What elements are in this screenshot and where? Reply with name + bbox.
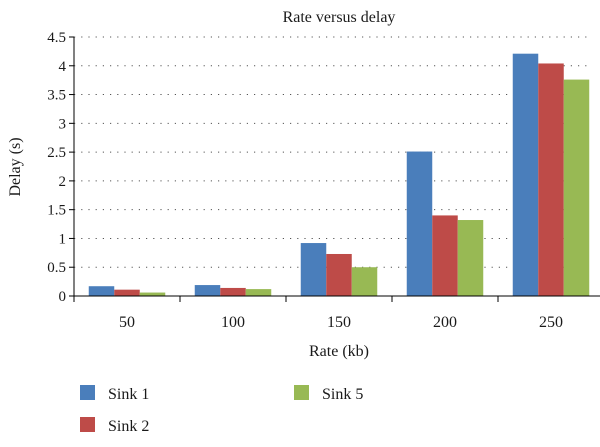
legend-swatch: [80, 385, 95, 400]
bar: [194, 285, 221, 296]
y-tick-labels: 0 0.5 1 1.5 2 2.5 3 3.5 4 4.5: [47, 30, 66, 305]
x-tick-label: 100: [221, 314, 245, 331]
bar: [139, 292, 166, 296]
x-tick-label: 50: [119, 314, 135, 331]
legend-item: Sink 5: [294, 385, 363, 403]
bar: [220, 287, 246, 296]
x-tick-label: 150: [327, 314, 351, 331]
x-axis-title: Rate (kb): [309, 343, 369, 360]
y-tick-label: 0.5: [47, 260, 66, 276]
y-tick-label: 3.5: [47, 88, 66, 104]
bar: [538, 63, 564, 296]
x-tick-labels: 50 100 150 200 250: [119, 314, 563, 331]
bar: [326, 253, 352, 296]
bar: [114, 289, 140, 296]
legend-label: Sink 2: [108, 418, 149, 435]
y-tick-label: 1: [59, 231, 67, 247]
bar: [245, 289, 272, 296]
axes: [69, 36, 600, 302]
legend: Sink 1 Sink 2 Sink 5: [80, 385, 363, 435]
bar: [88, 286, 115, 296]
chart-title: Rate versus delay: [283, 9, 396, 26]
y-tick-label: 4: [59, 59, 67, 75]
legend-swatch: [294, 385, 309, 400]
legend-label: Sink 5: [322, 386, 363, 403]
bar: [512, 53, 539, 296]
bar: [457, 220, 484, 296]
y-tick-label: 0: [59, 289, 67, 305]
bar: [406, 151, 433, 296]
y-axis-title: Delay (s): [7, 137, 24, 196]
y-tick-label: 3: [59, 116, 67, 132]
y-tick-label: 4.5: [47, 30, 66, 46]
legend-item: Sink 2: [80, 417, 149, 435]
y-tick-label: 1.5: [47, 203, 66, 219]
bar: [300, 243, 327, 296]
legend-item: Sink 1: [80, 385, 149, 403]
bar: [563, 79, 590, 296]
legend-swatch: [80, 417, 95, 432]
y-tick-label: 2: [59, 174, 67, 190]
x-tick-label: 200: [433, 314, 457, 331]
bar: [432, 215, 458, 296]
bar: [351, 267, 378, 296]
grid-lines: [74, 36, 588, 268]
x-tick-label: 250: [539, 314, 563, 331]
legend-label: Sink 1: [108, 386, 149, 403]
bars: [88, 53, 590, 296]
y-tick-label: 2.5: [47, 145, 66, 161]
